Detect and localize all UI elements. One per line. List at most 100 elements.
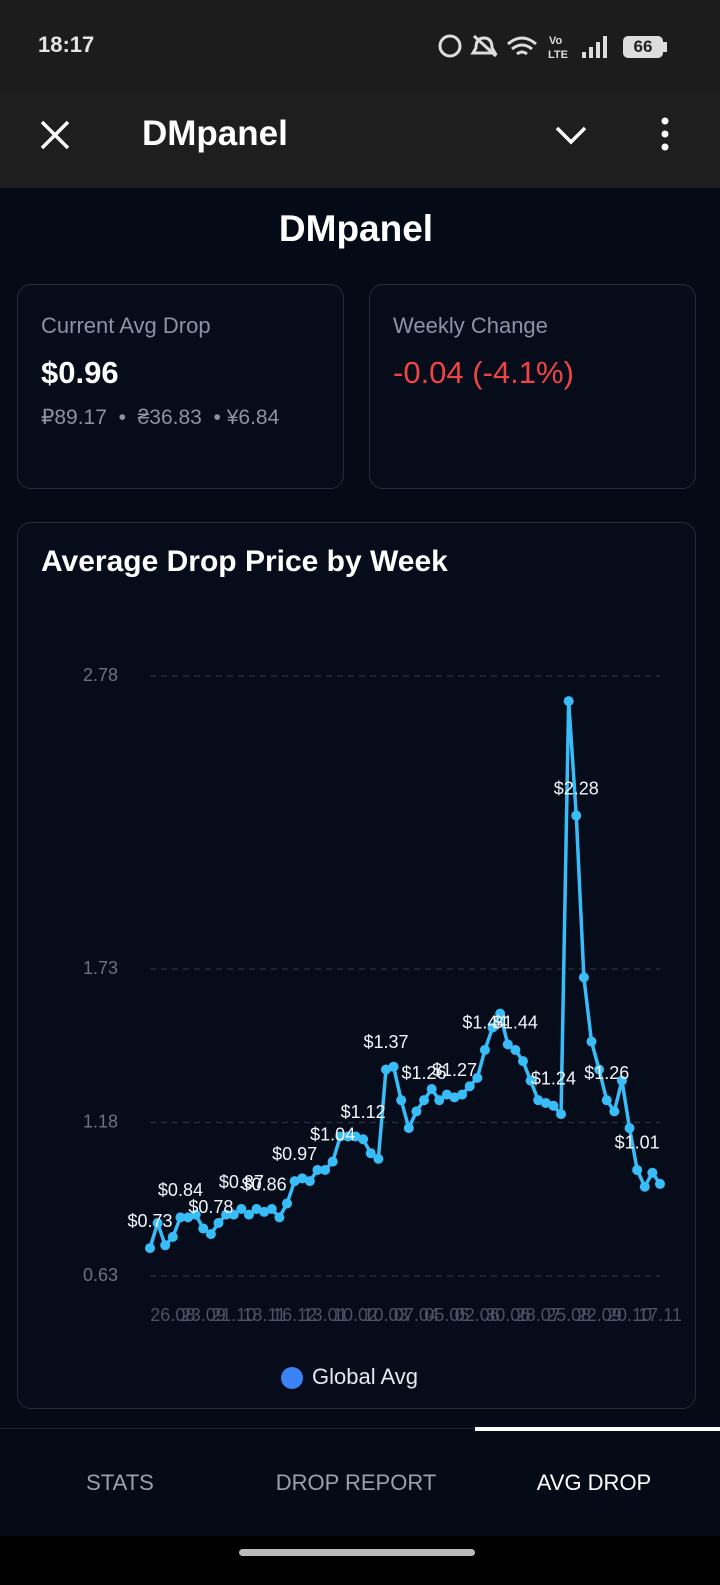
point bbox=[251, 1204, 262, 1215]
point bbox=[282, 1198, 293, 1209]
point bbox=[533, 1095, 544, 1106]
legend-marker bbox=[281, 1367, 303, 1389]
close-button[interactable] bbox=[38, 118, 72, 152]
point bbox=[594, 1064, 605, 1075]
x-tick-label: 02.06 bbox=[455, 1305, 500, 1325]
value-label: $0.86 bbox=[242, 1175, 287, 1195]
point bbox=[320, 1164, 331, 1175]
card-value: $0.96 bbox=[41, 355, 119, 390]
value-label: $1.04 bbox=[310, 1124, 355, 1144]
point bbox=[167, 1231, 178, 1242]
currency: ¥6.84 bbox=[226, 406, 280, 429]
chart: Average Drop Price by Week 0.63 1.18 1.73 2… bbox=[41, 545, 682, 1389]
value-label: $1.01 bbox=[615, 1133, 660, 1153]
point bbox=[145, 1243, 155, 1254]
point bbox=[213, 1217, 224, 1228]
page-title: DMpanel bbox=[278, 208, 434, 249]
x-tick-label: 05.05 bbox=[424, 1305, 469, 1325]
y-tick-label: 1.73 bbox=[83, 958, 118, 978]
point bbox=[639, 1181, 650, 1192]
point bbox=[616, 1075, 627, 1086]
card-label: Current Avg Drop bbox=[41, 313, 211, 338]
point bbox=[152, 1217, 163, 1228]
point bbox=[388, 1061, 399, 1072]
value-label: $0.84 bbox=[158, 1180, 203, 1200]
point bbox=[548, 1100, 559, 1111]
x-tick-label: 21.10 bbox=[211, 1305, 256, 1325]
tab-active[interactable]: AVG DROP bbox=[536, 1470, 652, 1495]
point bbox=[434, 1095, 445, 1106]
value-label: $0.73 bbox=[127, 1211, 172, 1231]
gesture-bar bbox=[239, 1549, 475, 1556]
svg-text:LTE: LTE bbox=[548, 49, 568, 61]
point bbox=[365, 1148, 376, 1159]
point bbox=[419, 1095, 430, 1106]
point bbox=[647, 1167, 658, 1178]
avg-drop-card: Current Avg Drop $0.96 ₽89.17 • ₴36.83 •… bbox=[17, 284, 344, 489]
point bbox=[342, 1131, 353, 1142]
value-label: $1.37 bbox=[363, 1032, 408, 1052]
card-value: -0.04 (-4.1%) bbox=[393, 355, 574, 390]
point bbox=[517, 1056, 528, 1067]
point bbox=[510, 1044, 521, 1055]
x-tick-label: 22.09 bbox=[577, 1305, 622, 1325]
value-label: $1.12 bbox=[341, 1102, 386, 1122]
point bbox=[571, 810, 582, 821]
point bbox=[358, 1134, 369, 1145]
point bbox=[274, 1212, 285, 1223]
point bbox=[183, 1212, 194, 1223]
point bbox=[335, 1131, 346, 1142]
point bbox=[304, 1176, 315, 1187]
currency: ₴36.83 bbox=[137, 406, 202, 429]
value-label: $0.78 bbox=[188, 1197, 233, 1217]
x-tick-label: 10.03 bbox=[363, 1305, 408, 1325]
point bbox=[289, 1176, 300, 1187]
x-tick-label: 07.04 bbox=[394, 1305, 439, 1325]
value-label: $1.44 bbox=[493, 1013, 538, 1033]
y-tick-label: 0.63 bbox=[83, 1265, 118, 1285]
point bbox=[609, 1106, 620, 1117]
y-tick-label: 1.18 bbox=[83, 1111, 118, 1131]
x-tick-label: 26.08 bbox=[150, 1305, 195, 1325]
y-tick-label: 2.78 bbox=[83, 665, 118, 685]
point bbox=[312, 1164, 323, 1175]
point bbox=[236, 1204, 247, 1215]
point bbox=[190, 1209, 201, 1220]
tab-bar: STATS DROP REPORT AVG DROP bbox=[0, 1427, 720, 1537]
point bbox=[540, 1097, 551, 1108]
collapse-button[interactable] bbox=[553, 122, 589, 148]
x-tick-label: 25.08 bbox=[546, 1305, 591, 1325]
currency-list: ₽89.17 • ₴36.83 • ¥6.84 bbox=[41, 406, 280, 429]
point bbox=[327, 1156, 338, 1167]
x-tick-label: 18.11 bbox=[242, 1305, 286, 1325]
tab[interactable]: DROP REPORT bbox=[275, 1470, 437, 1495]
point bbox=[441, 1089, 452, 1100]
point bbox=[464, 1081, 475, 1092]
point bbox=[624, 1123, 635, 1134]
point bbox=[556, 1109, 567, 1120]
point bbox=[396, 1095, 407, 1106]
x-tick-label: 23.09 bbox=[181, 1305, 226, 1325]
point bbox=[578, 972, 589, 983]
menu-button[interactable] bbox=[654, 116, 676, 156]
point bbox=[205, 1229, 216, 1240]
point bbox=[160, 1240, 171, 1251]
value-label: $1.27 bbox=[432, 1060, 477, 1080]
point bbox=[221, 1209, 232, 1220]
value-label: $0.97 bbox=[272, 1144, 317, 1164]
x-tick-label: 17.11 bbox=[638, 1305, 682, 1325]
value-label: $1.26 bbox=[402, 1063, 447, 1083]
app-title: DMpanel bbox=[142, 114, 288, 153]
battery-level: 66 bbox=[633, 37, 653, 56]
point bbox=[373, 1153, 384, 1164]
x-tick-label: 30.06 bbox=[485, 1305, 530, 1325]
point bbox=[457, 1089, 468, 1100]
nav-area bbox=[0, 1536, 720, 1585]
tab[interactable]: STATS bbox=[86, 1470, 154, 1495]
point bbox=[479, 1044, 490, 1055]
value-label: $0.87 bbox=[219, 1172, 264, 1192]
point bbox=[632, 1164, 643, 1175]
value-label: $1.24 bbox=[531, 1069, 576, 1089]
point bbox=[525, 1075, 536, 1086]
